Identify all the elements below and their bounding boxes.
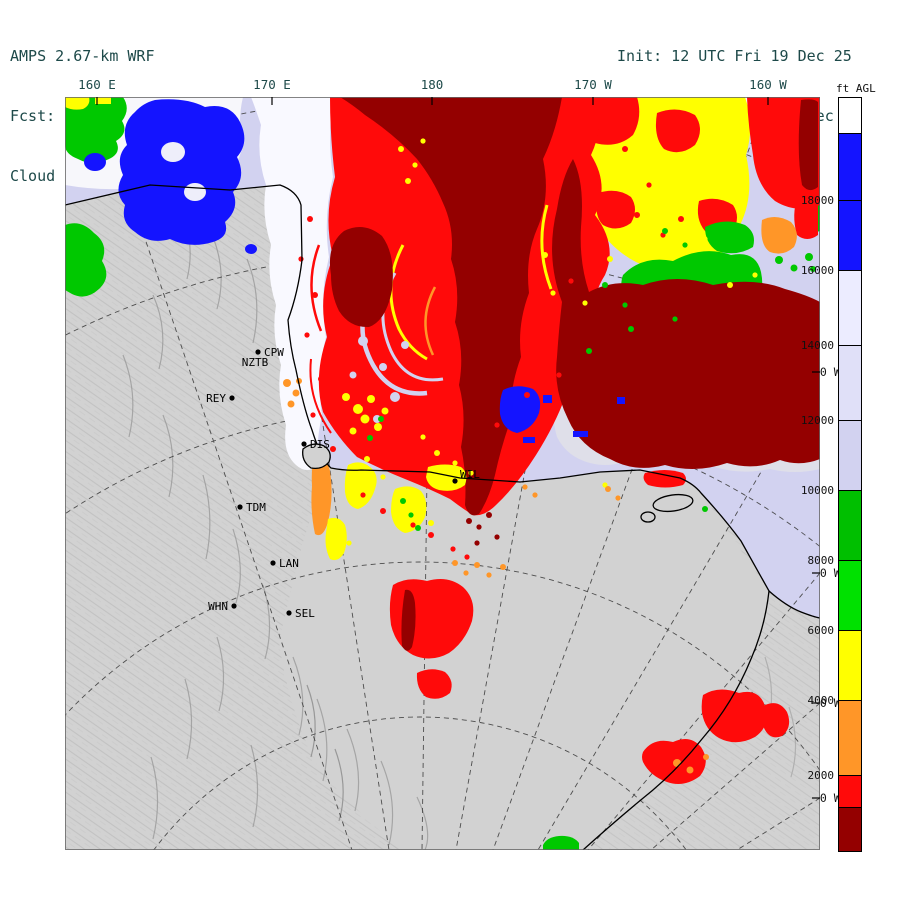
colorbar bbox=[838, 97, 862, 852]
colorbar-tick-label: 8000 bbox=[807, 554, 835, 567]
colorbar-segment bbox=[839, 271, 861, 346]
colorbar-segment bbox=[839, 134, 861, 201]
colorbar-tick-label: 6000 bbox=[807, 624, 835, 637]
station-label: WHN bbox=[208, 600, 228, 613]
lon-label: 180 bbox=[420, 77, 444, 92]
colorbar-title: ft AGL bbox=[836, 82, 876, 95]
lon-label: 170 W bbox=[574, 77, 612, 92]
colorbar-tick-label: 10000 bbox=[800, 484, 834, 497]
station-dot bbox=[286, 610, 292, 616]
colorbar-tick-label: 12000 bbox=[800, 414, 834, 427]
terrain-shading-east bbox=[583, 493, 820, 850]
colorbar-tick-label: 16000 bbox=[800, 264, 834, 277]
station-label: WIL bbox=[460, 468, 480, 481]
colorbar-segment bbox=[839, 701, 861, 776]
station-label: NZTB bbox=[242, 356, 269, 369]
colorbar-segment bbox=[839, 631, 861, 701]
yellow-speckles bbox=[332, 138, 758, 556]
station-dot bbox=[231, 603, 237, 609]
station-label: REY bbox=[206, 392, 226, 405]
map-frame bbox=[65, 97, 820, 850]
darkred-speckles bbox=[466, 436, 624, 546]
station-label: CPW bbox=[264, 346, 284, 359]
station-label: TDM bbox=[246, 501, 266, 514]
colorbar-tick-label: 18000 bbox=[800, 194, 834, 207]
colorbar-tick-label: 14000 bbox=[800, 339, 834, 352]
station-dot bbox=[301, 441, 307, 447]
station-dot bbox=[237, 504, 243, 510]
lon-label: 160 E bbox=[78, 77, 116, 92]
station-dot bbox=[255, 349, 261, 355]
colorbar-segment bbox=[839, 491, 861, 561]
lon-label: 160 W bbox=[749, 77, 787, 92]
colorbar-segment bbox=[839, 346, 861, 421]
colorbar-segment bbox=[839, 561, 861, 631]
colorbar-segment bbox=[839, 808, 861, 851]
station-dot bbox=[270, 560, 276, 566]
red-speckles bbox=[298, 146, 684, 560]
station-label: LAN bbox=[279, 557, 299, 570]
map-area: CPW NZTB REY DIS TDM LAN WHN SEL WIL bbox=[65, 97, 820, 850]
axis-ticks bbox=[96, 97, 820, 799]
green-speckles bbox=[367, 228, 816, 531]
station-dot bbox=[452, 478, 458, 484]
cloud-ceiling-field bbox=[65, 97, 820, 850]
colorbar-segment bbox=[839, 421, 861, 491]
lon-label: 170 E bbox=[253, 77, 291, 92]
station-dot bbox=[229, 395, 235, 401]
colorbar-tick-label: 4000 bbox=[807, 694, 835, 707]
colorbar-segment bbox=[839, 98, 861, 134]
station-label: SEL bbox=[295, 607, 315, 620]
init-time: Init: 12 UTC Fri 19 Dec 25 bbox=[617, 47, 852, 65]
model-name: AMPS 2.67-km WRF bbox=[10, 47, 155, 65]
terrain-shading-west bbox=[65, 185, 403, 850]
colorbar-tick-label: 2000 bbox=[807, 769, 835, 782]
coastline bbox=[65, 184, 820, 850]
colorbar-segment bbox=[839, 201, 861, 271]
relief-strokes bbox=[122, 214, 797, 850]
colorbar-segment bbox=[839, 776, 861, 808]
station-label: DIS bbox=[310, 438, 330, 451]
